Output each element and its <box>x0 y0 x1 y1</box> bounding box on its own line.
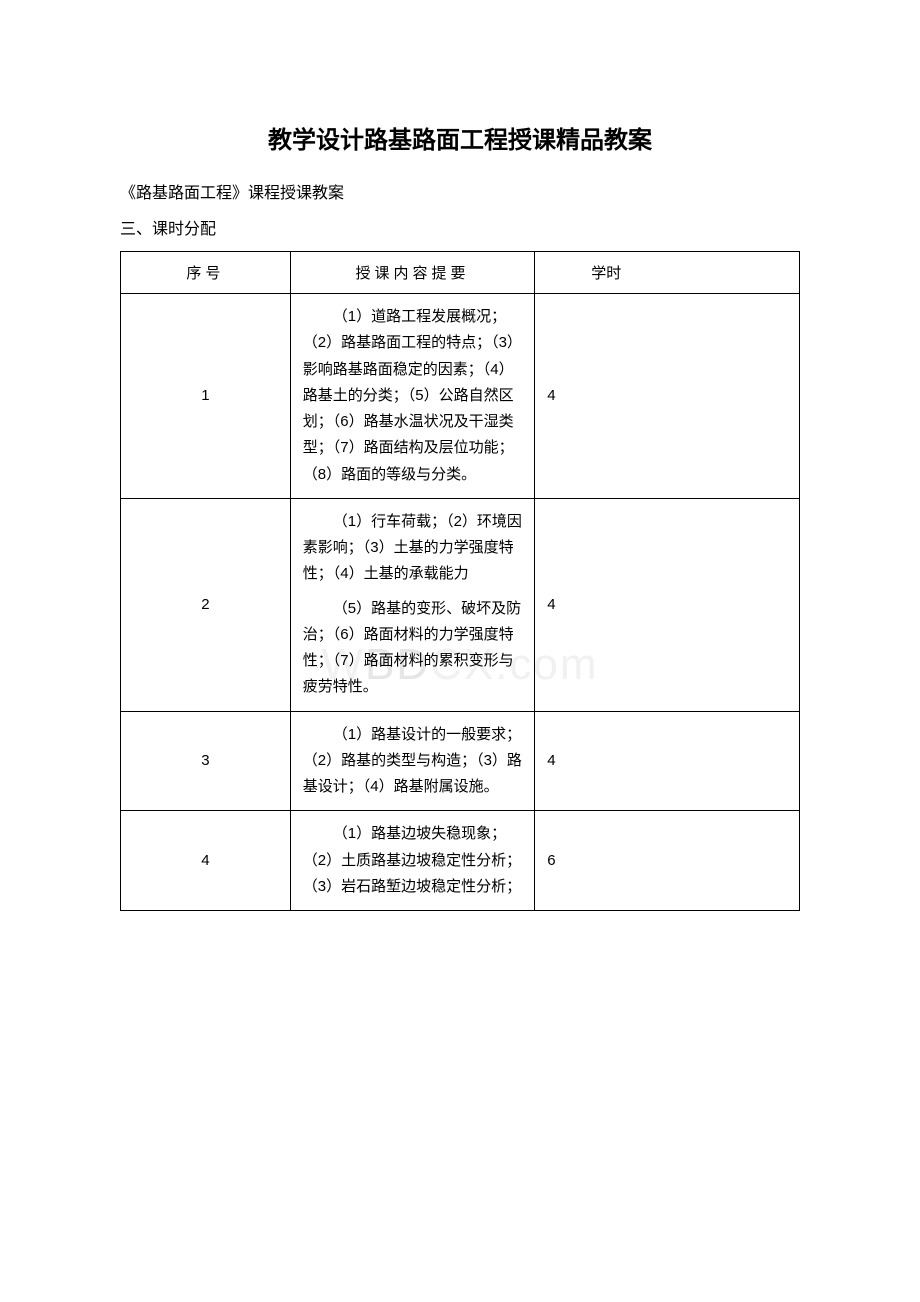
cell-content: （1）行车荷载；（2）环境因素影响；（3）土基的力学强度特性；（4）土基的承载能… <box>290 498 534 711</box>
content-paragraph: （5）路基的变形、破坏及防治；（6）路面材料的力学强度特性；（7）路面材料的累积… <box>303 596 522 701</box>
course-table: 序号 授课内容提要 学时 1 （1）道路工程发展概况；（2）路基路面工程的特点；… <box>120 251 800 911</box>
cell-content: （1）路基设计的一般要求；（2）路基的类型与构造；（3）路基设计；（4）路基附属… <box>290 711 534 811</box>
cell-hours: 4 <box>535 498 800 711</box>
cell-content: （1）路基边坡失稳现象；（2）土质路基边坡稳定性分析；（3）岩石路堑边坡稳定性分… <box>290 811 534 911</box>
content-paragraph: （1）路基设计的一般要求；（2）路基的类型与构造；（3）路基设计；（4）路基附属… <box>303 722 522 801</box>
header-seq: 序号 <box>121 252 291 294</box>
cell-seq: 4 <box>121 811 291 911</box>
table-header-row: 序号 授课内容提要 学时 <box>121 252 800 294</box>
table-body: 1 （1）道路工程发展概况；（2）路基路面工程的特点；（3）影响路基路面稳定的因… <box>121 294 800 911</box>
table-row: 2 （1）行车荷载；（2）环境因素影响；（3）土基的力学强度特性；（4）土基的承… <box>121 498 800 711</box>
content-wrapper: 教学设计路基路面工程授课精品教案 《路基路面工程》课程授课教案 三、课时分配 序… <box>120 120 800 911</box>
section-label: 三、课时分配 <box>120 215 800 239</box>
cell-seq: 3 <box>121 711 291 811</box>
subtitle: 《路基路面工程》课程授课教案 <box>120 179 800 203</box>
cell-seq: 2 <box>121 498 291 711</box>
table-row: 3 （1）路基设计的一般要求；（2）路基的类型与构造；（3）路基设计；（4）路基… <box>121 711 800 811</box>
table-row: 4 （1）路基边坡失稳现象；（2）土质路基边坡稳定性分析；（3）岩石路堑边坡稳定… <box>121 811 800 911</box>
cell-hours: 6 <box>535 811 800 911</box>
table-row: 1 （1）道路工程发展概况；（2）路基路面工程的特点；（3）影响路基路面稳定的因… <box>121 294 800 499</box>
content-paragraph: （1）行车荷载；（2）环境因素影响；（3）土基的力学强度特性；（4）土基的承载能… <box>303 509 522 588</box>
header-content: 授课内容提要 <box>290 252 534 294</box>
cell-hours: 4 <box>535 711 800 811</box>
cell-hours: 4 <box>535 294 800 499</box>
header-hours: 学时 <box>535 252 800 294</box>
cell-seq: 1 <box>121 294 291 499</box>
content-paragraph: （1）路基边坡失稳现象；（2）土质路基边坡稳定性分析；（3）岩石路堑边坡稳定性分… <box>303 821 522 900</box>
page-title: 教学设计路基路面工程授课精品教案 <box>120 120 800 155</box>
cell-content: （1）道路工程发展概况；（2）路基路面工程的特点；（3）影响路基路面稳定的因素；… <box>290 294 534 499</box>
content-paragraph: （1）道路工程发展概况；（2）路基路面工程的特点；（3）影响路基路面稳定的因素；… <box>303 304 522 488</box>
